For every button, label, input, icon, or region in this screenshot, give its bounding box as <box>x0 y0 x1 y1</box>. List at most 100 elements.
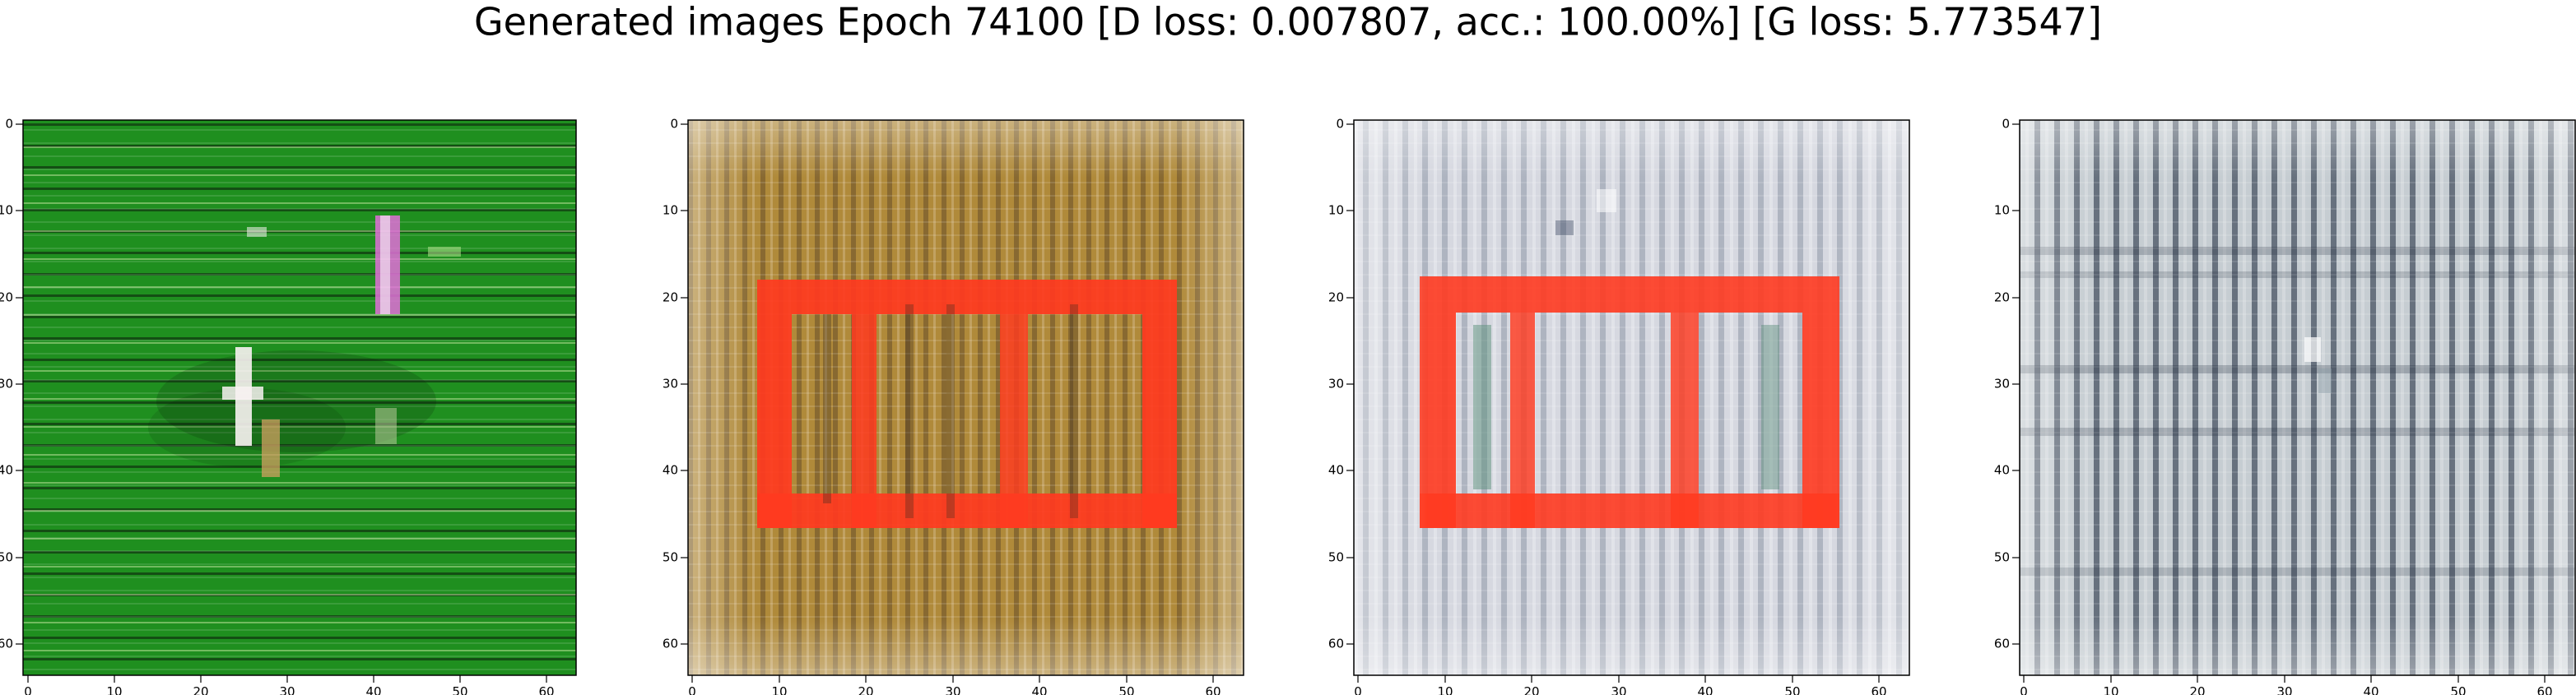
x-tick-label-20: 20 <box>193 684 208 695</box>
x-tick-20: 20 <box>858 675 874 695</box>
y-tick-label-10: 10 <box>1328 203 1344 218</box>
x-tick-label-0: 0 <box>1354 684 1362 695</box>
y-tick-10: 10 <box>0 203 23 218</box>
y-tick-60: 60 <box>1328 637 1354 651</box>
y-tick-label-40: 40 <box>663 463 678 478</box>
x-tick-40: 40 <box>1031 675 1048 695</box>
y-tick-10: 10 <box>663 203 688 218</box>
y-tick-0: 0 <box>2002 117 2020 132</box>
generated-image-3 <box>1354 120 1909 675</box>
image-panel-1: 0 10 20 30 40 50 <box>0 117 577 695</box>
y-tick-label-40: 40 <box>1994 463 2010 478</box>
x-tick-label-40: 40 <box>1697 684 1713 695</box>
panel-1-y-ticks: 0 10 20 30 40 50 <box>0 117 23 651</box>
panel-2-x-ticks: 0 10 20 30 40 50 <box>688 675 1221 695</box>
generated-image-4 <box>2020 120 2575 675</box>
generated-image-1 <box>23 120 576 675</box>
y-tick-20: 20 <box>0 290 23 305</box>
y-tick-label-40: 40 <box>0 463 13 478</box>
y-tick-label-10: 10 <box>663 203 678 218</box>
x-tick-label-60: 60 <box>1205 684 1221 695</box>
image-panel-2: 0 10 20 30 40 50 <box>663 117 1244 695</box>
y-tick-50: 50 <box>663 550 688 565</box>
x-tick-0: 0 <box>24 675 32 695</box>
y-tick-label-60: 60 <box>1994 637 2010 651</box>
x-tick-label-60: 60 <box>538 684 554 695</box>
x-tick-30: 30 <box>279 675 295 695</box>
y-tick-label-40: 40 <box>1328 463 1344 478</box>
y-tick-0: 0 <box>5 117 23 132</box>
y-tick-label-20: 20 <box>1994 290 2010 305</box>
y-tick-label-0: 0 <box>670 117 678 132</box>
y-tick-40: 40 <box>663 463 688 478</box>
x-tick-20: 20 <box>193 675 209 695</box>
x-tick-label-20: 20 <box>858 684 873 695</box>
x-tick-label-30: 30 <box>1611 684 1626 695</box>
x-tick-50: 50 <box>452 675 468 695</box>
x-tick-label-40: 40 <box>1031 684 1047 695</box>
x-tick-50: 50 <box>2450 675 2467 695</box>
image-panel-2-frame <box>687 119 1244 676</box>
x-tick-label-30: 30 <box>2276 684 2292 695</box>
x-tick-label-0: 0 <box>688 684 696 695</box>
y-tick-label-10: 10 <box>0 203 13 218</box>
panel-2-y-ticks: 0 10 20 30 40 50 <box>663 117 688 651</box>
y-tick-label-30: 30 <box>663 377 678 392</box>
x-tick-20: 20 <box>1523 675 1540 695</box>
y-tick-20: 20 <box>1994 290 2020 305</box>
x-tick-label-50: 50 <box>1118 684 1134 695</box>
y-tick-label-20: 20 <box>1328 290 1344 305</box>
y-tick-label-50: 50 <box>0 550 13 565</box>
y-tick-50: 50 <box>1994 550 2020 565</box>
image-panel-3: 0 10 20 30 40 50 <box>1328 117 1910 695</box>
image-panel-1-frame <box>22 119 577 676</box>
y-tick-60: 60 <box>0 637 23 651</box>
y-tick-60: 60 <box>1994 637 2020 651</box>
y-tick-30: 30 <box>0 377 23 392</box>
image-panel-4: 0 10 20 30 40 50 <box>1994 117 2576 695</box>
y-tick-label-50: 50 <box>1994 550 2010 565</box>
y-tick-label-30: 30 <box>1994 377 2010 392</box>
x-tick-label-50: 50 <box>452 684 467 695</box>
x-tick-label-0: 0 <box>2020 684 2028 695</box>
x-tick-40: 40 <box>2363 675 2379 695</box>
y-tick-20: 20 <box>1328 290 1354 305</box>
y-tick-40: 40 <box>0 463 23 478</box>
x-tick-label-60: 60 <box>1871 684 1886 695</box>
x-tick-label-0: 0 <box>24 684 32 695</box>
x-tick-label-10: 10 <box>2103 684 2118 695</box>
x-tick-label-10: 10 <box>1437 684 1453 695</box>
y-tick-label-10: 10 <box>1994 203 2010 218</box>
y-tick-label-60: 60 <box>0 637 13 651</box>
x-tick-60: 60 <box>2536 675 2553 695</box>
y-tick-label-20: 20 <box>0 290 13 305</box>
panel-3-x-ticks: 0 10 20 30 40 50 <box>1354 675 1887 695</box>
y-tick-10: 10 <box>1994 203 2020 218</box>
x-tick-label-30: 30 <box>945 684 960 695</box>
y-tick-0: 0 <box>670 117 688 132</box>
image-panel-3-frame <box>1353 119 1910 676</box>
x-tick-30: 30 <box>1611 675 1627 695</box>
x-tick-label-50: 50 <box>1784 684 1800 695</box>
y-tick-label-0: 0 <box>2002 117 2010 132</box>
image-panel-4-frame <box>2019 119 2576 676</box>
x-tick-50: 50 <box>1118 675 1135 695</box>
x-tick-40: 40 <box>365 675 382 695</box>
panel-4-x-ticks: 0 10 20 30 40 50 <box>2020 675 2553 695</box>
x-tick-60: 60 <box>1205 675 1221 695</box>
x-tick-60: 60 <box>1871 675 1887 695</box>
x-tick-30: 30 <box>945 675 961 695</box>
y-tick-30: 30 <box>1328 377 1354 392</box>
x-tick-60: 60 <box>538 675 555 695</box>
y-tick-label-50: 50 <box>663 550 678 565</box>
y-tick-label-20: 20 <box>663 290 678 305</box>
y-tick-0: 0 <box>1336 117 1354 132</box>
x-tick-label-10: 10 <box>106 684 122 695</box>
y-tick-50: 50 <box>0 550 23 565</box>
y-tick-label-60: 60 <box>1328 637 1344 651</box>
x-tick-0: 0 <box>2020 675 2028 695</box>
y-tick-40: 40 <box>1994 463 2020 478</box>
y-tick-label-30: 30 <box>0 377 13 392</box>
x-tick-20: 20 <box>2189 675 2206 695</box>
y-tick-label-0: 0 <box>5 117 13 132</box>
